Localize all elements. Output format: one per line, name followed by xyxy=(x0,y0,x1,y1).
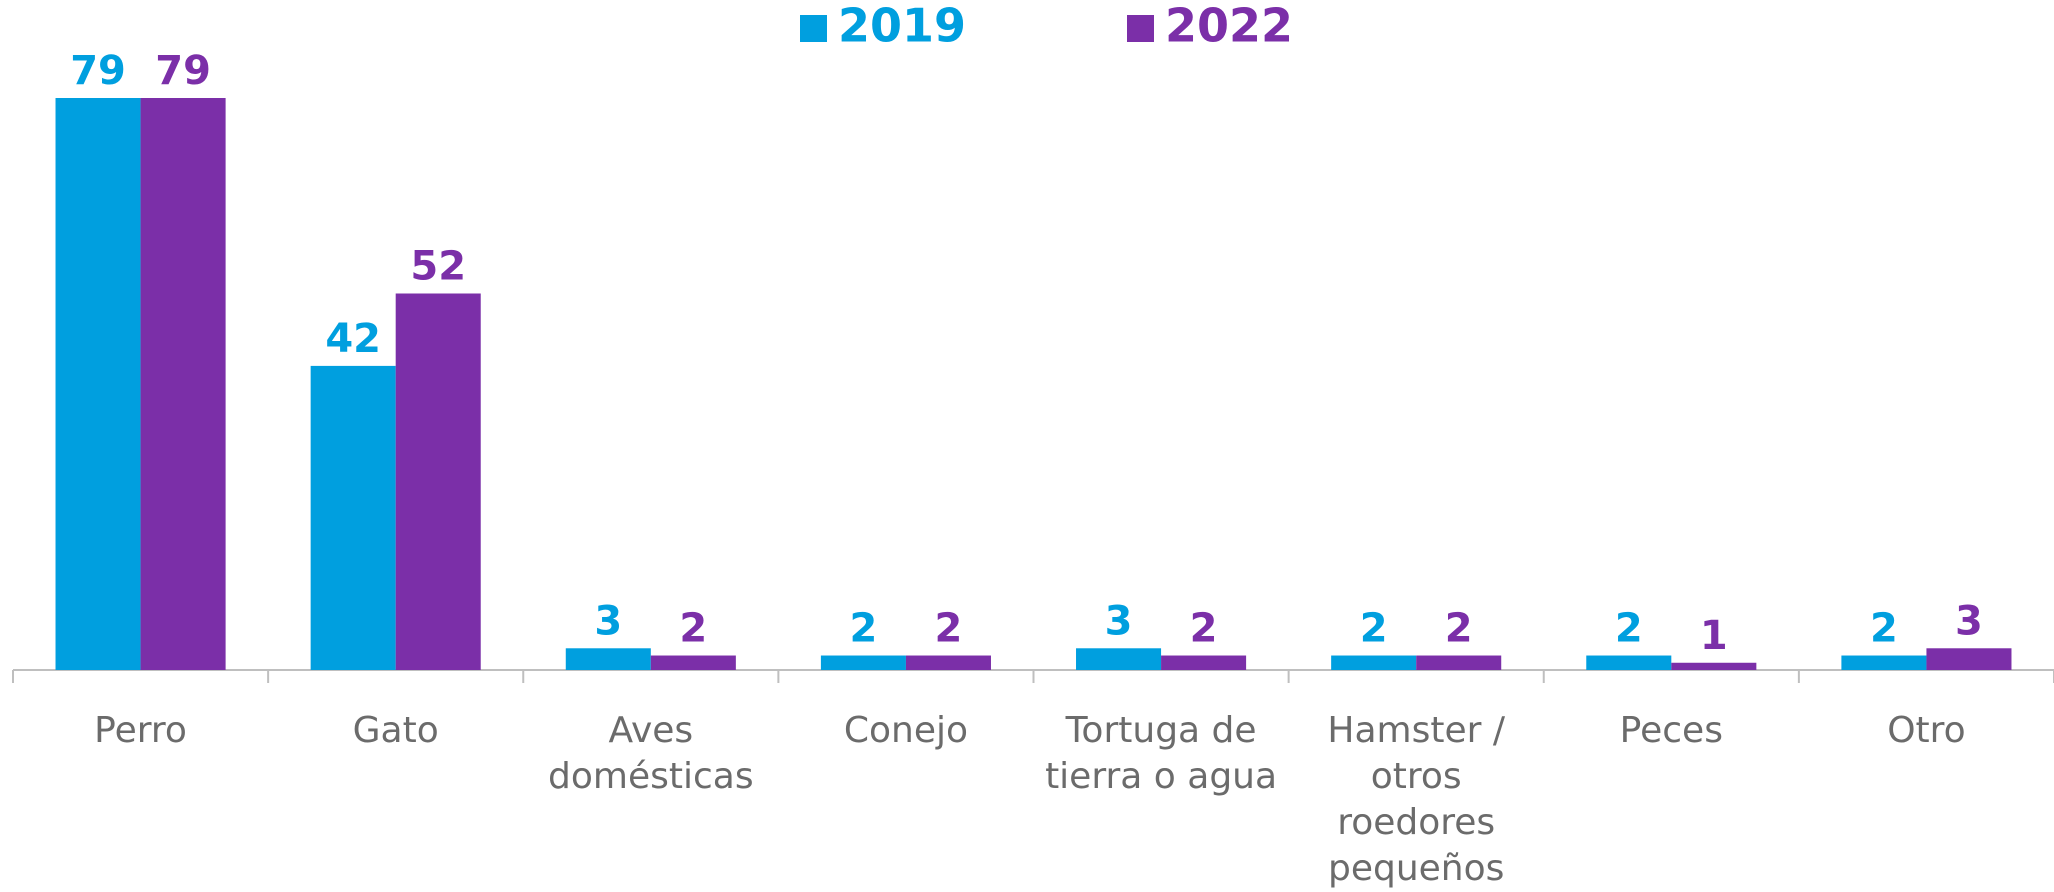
data-label: 3 xyxy=(1955,598,1983,644)
data-label: 79 xyxy=(155,48,211,94)
bar xyxy=(55,98,141,670)
x-tick-label: Otro xyxy=(1887,710,1966,751)
data-label: 3 xyxy=(594,598,622,644)
bar xyxy=(1076,648,1162,670)
bar xyxy=(650,655,736,670)
data-label: 2 xyxy=(849,606,877,652)
x-tick-label: Conejo xyxy=(843,710,969,751)
data-label: 2 xyxy=(1615,606,1643,652)
x-tick-label: Tortuga de tierra o agua xyxy=(1045,710,1278,797)
data-label: 2 xyxy=(1870,606,1898,652)
legend-label: 2019 xyxy=(838,0,966,53)
data-label: 42 xyxy=(325,316,381,362)
bar xyxy=(395,293,481,670)
x-tick-label: Aves domésticas xyxy=(548,710,754,797)
bar xyxy=(820,655,906,670)
legend-swatch xyxy=(1127,15,1154,42)
legend-label: 2022 xyxy=(1165,0,1293,53)
x-tick-label: Hamster / otros roedores pequeños xyxy=(1327,710,1505,889)
bar xyxy=(1841,655,1927,670)
x-tick-label: Gato xyxy=(352,710,439,751)
data-label: 52 xyxy=(410,243,466,289)
data-label: 1 xyxy=(1700,613,1728,659)
bar xyxy=(1416,655,1502,670)
bar xyxy=(310,365,396,670)
data-label: 2 xyxy=(1190,606,1218,652)
bar xyxy=(1671,662,1757,670)
bar xyxy=(565,648,651,670)
bar xyxy=(1926,648,2012,670)
data-label: 79 xyxy=(70,48,126,94)
x-tick-label: Perro xyxy=(94,710,187,751)
bar xyxy=(1586,655,1672,670)
data-label: 2 xyxy=(935,606,963,652)
bar xyxy=(905,655,991,670)
x-tick-label: Peces xyxy=(1619,710,1723,751)
bar xyxy=(140,98,226,670)
data-label: 2 xyxy=(1360,606,1388,652)
data-label: 2 xyxy=(679,606,707,652)
legend-swatch xyxy=(800,15,827,42)
data-label: 3 xyxy=(1105,598,1133,644)
bar xyxy=(1331,655,1417,670)
bar xyxy=(1161,655,1247,670)
data-label: 2 xyxy=(1445,606,1473,652)
